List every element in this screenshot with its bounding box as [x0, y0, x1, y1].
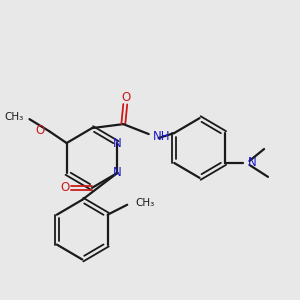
- Text: O: O: [60, 181, 69, 194]
- Text: CH₃: CH₃: [135, 198, 154, 208]
- Text: NH: NH: [153, 130, 170, 142]
- Text: CH₃: CH₃: [4, 112, 24, 122]
- Text: N: N: [113, 167, 122, 179]
- Text: N: N: [113, 136, 122, 149]
- Text: N: N: [248, 156, 256, 170]
- Text: O: O: [122, 91, 131, 104]
- Text: O: O: [35, 124, 44, 136]
